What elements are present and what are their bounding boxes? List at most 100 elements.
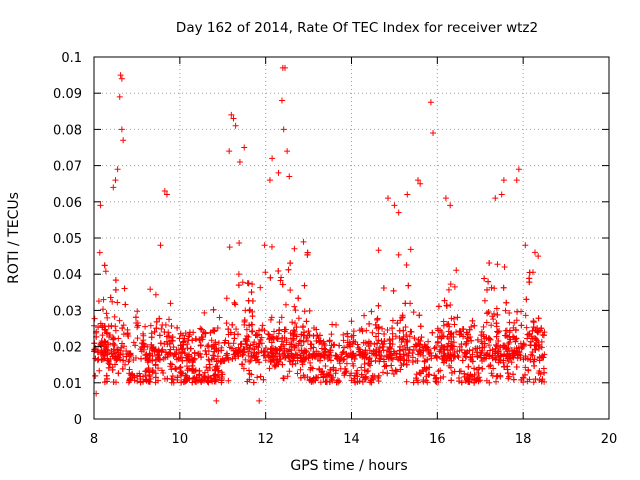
data-point <box>344 339 351 346</box>
data-point <box>337 365 344 372</box>
data-point <box>203 351 210 358</box>
data-point <box>101 262 108 269</box>
data-point <box>327 367 334 374</box>
data-point <box>281 64 288 71</box>
data-point <box>281 326 288 333</box>
data-point <box>152 374 159 381</box>
y-tick-label: 0.04 <box>53 268 82 283</box>
data-point <box>464 371 471 378</box>
data-point <box>425 371 432 378</box>
data-point <box>525 367 532 374</box>
data-point <box>125 379 132 386</box>
data-point <box>448 357 455 364</box>
data-point <box>185 356 192 363</box>
data-point <box>119 365 126 372</box>
data-point <box>168 361 175 368</box>
data-point <box>536 368 543 375</box>
data-point <box>92 355 99 362</box>
data-point <box>358 371 365 378</box>
data-point <box>322 362 329 369</box>
data-point <box>466 326 473 333</box>
data-point <box>372 321 379 328</box>
data-point <box>247 342 254 349</box>
data-point <box>361 367 368 374</box>
data-point <box>506 319 513 326</box>
data-point <box>205 342 212 349</box>
data-point <box>453 329 460 336</box>
data-point <box>143 351 150 358</box>
data-point <box>362 347 369 354</box>
data-point <box>193 374 200 381</box>
data-point <box>253 331 260 338</box>
data-point <box>421 357 428 364</box>
data-point <box>376 349 383 356</box>
data-point <box>177 342 184 349</box>
data-point <box>245 348 252 355</box>
data-point <box>483 334 490 341</box>
data-point <box>268 243 275 250</box>
data-point <box>120 357 127 364</box>
data-point <box>481 354 488 361</box>
data-point <box>225 326 232 333</box>
data-point <box>355 344 362 351</box>
data-point <box>429 329 436 336</box>
data-point <box>500 177 507 184</box>
data-point <box>151 347 158 354</box>
data-point <box>153 325 160 332</box>
data-point <box>112 286 119 293</box>
data-point <box>269 155 276 162</box>
data-point <box>468 323 475 330</box>
data-point <box>514 308 521 315</box>
data-point <box>420 352 427 359</box>
data-point <box>177 354 184 361</box>
data-point <box>225 377 232 384</box>
data-point <box>403 262 410 269</box>
data-point <box>403 361 410 368</box>
data-point <box>447 331 454 338</box>
data-point <box>103 310 110 317</box>
data-point <box>496 328 503 335</box>
data-point <box>336 342 343 349</box>
data-point <box>402 324 409 331</box>
data-point <box>397 317 404 324</box>
data-point <box>520 374 527 381</box>
data-point <box>112 327 119 334</box>
data-point <box>100 306 107 313</box>
data-point <box>262 269 269 276</box>
data-point <box>457 368 464 375</box>
data-point <box>120 322 127 329</box>
data-point <box>490 316 497 323</box>
data-point <box>235 271 242 278</box>
data-point <box>434 338 441 345</box>
data-point <box>402 300 409 307</box>
data-point <box>404 191 411 198</box>
data-point <box>440 322 447 329</box>
data-point <box>396 335 403 341</box>
data-point <box>383 362 390 369</box>
data-point <box>309 354 316 361</box>
data-point <box>107 294 114 301</box>
data-point <box>354 373 361 380</box>
data-point <box>483 377 490 384</box>
data-point <box>91 347 98 354</box>
data-point <box>541 369 548 376</box>
data-point <box>232 122 239 129</box>
data-point <box>475 378 482 385</box>
data-point <box>301 349 308 356</box>
data-point <box>522 371 529 378</box>
data-point <box>471 322 478 329</box>
data-point <box>241 346 248 353</box>
data-point <box>215 347 222 354</box>
data-point <box>292 342 299 349</box>
data-point <box>266 177 273 184</box>
data-point <box>115 349 122 356</box>
data-point <box>440 373 447 380</box>
y-tick-label: 0.05 <box>53 232 82 247</box>
data-point <box>98 340 105 347</box>
data-point <box>201 374 208 381</box>
data-point <box>505 373 512 380</box>
data-point <box>291 328 298 335</box>
data-point <box>245 297 252 304</box>
data-point <box>124 350 131 357</box>
data-point <box>340 331 347 338</box>
